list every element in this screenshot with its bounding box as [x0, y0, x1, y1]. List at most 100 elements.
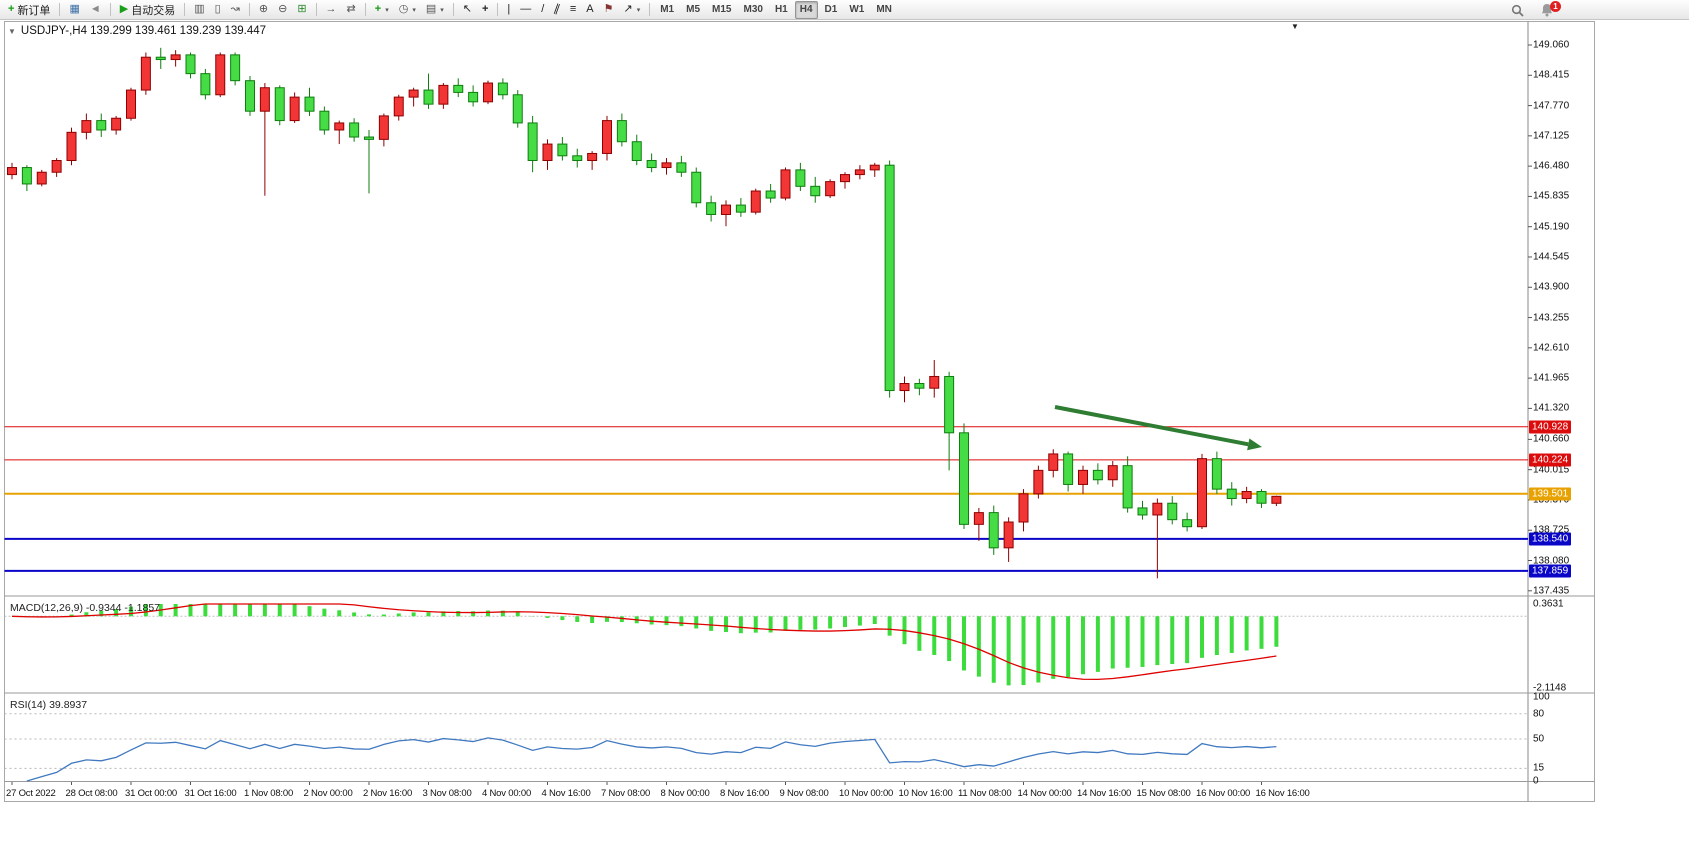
candle-body	[36, 171, 47, 185]
indicators-button[interactable]: + ▾	[371, 1, 393, 19]
zoom-in-button[interactable]: ⊕	[255, 1, 272, 19]
candle-body	[245, 80, 255, 112]
horizontal-line-button[interactable]: —	[516, 1, 535, 19]
template-button[interactable]: ▤ ▾	[422, 1, 448, 19]
chart-window-icon: ▦	[69, 3, 80, 15]
tf-m15[interactable]: M15	[707, 1, 736, 19]
tf-w1-label: W1	[849, 4, 865, 15]
candle-body	[973, 512, 984, 525]
candle-body	[706, 202, 717, 215]
horizontal-line-icon: —	[520, 3, 532, 15]
vertical-line-button[interactable]: |	[503, 1, 514, 19]
macd-title-text: MACD(12,26,9) -0.9344 -1.1857	[10, 602, 160, 614]
candle-body	[676, 162, 687, 173]
trend-arrow[interactable]	[1054, 405, 1249, 447]
candle-body	[616, 120, 627, 143]
text-button[interactable]: A	[582, 1, 597, 19]
dropdown-caret-icon: ▾	[636, 6, 641, 14]
tf-d1[interactable]: D1	[820, 1, 843, 19]
tf-h4-label: H4	[799, 4, 813, 15]
tf-m30[interactable]: M30	[738, 1, 767, 19]
crosshair-button[interactable]: +	[478, 1, 492, 19]
candle-body	[825, 181, 836, 197]
candle-body	[21, 167, 32, 185]
toolbar-separator	[364, 3, 366, 16]
tf-m5-label: M5	[686, 4, 701, 15]
clock-icon: ◷	[398, 3, 409, 15]
candle-body	[230, 54, 241, 82]
dropdown-caret-icon: ▾	[412, 6, 416, 14]
toolbar-separator	[497, 3, 499, 16]
chart-window-border	[4, 21, 1595, 802]
period-button[interactable]: ◷ ▾	[395, 1, 420, 19]
candle-body	[497, 82, 508, 96]
cursor-button[interactable]: ↖	[459, 1, 476, 19]
collapse-chart-icon[interactable]: ▼	[8, 26, 16, 36]
channel-button[interactable]: ∥	[550, 1, 564, 19]
candle-body	[572, 155, 583, 161]
bar-chart-button[interactable]: ▥	[190, 1, 208, 19]
toolbar-separator	[649, 3, 651, 16]
candle-body	[111, 117, 122, 131]
template-icon: ▤	[425, 3, 437, 15]
tf-h1[interactable]: H1	[770, 1, 793, 19]
candle-body	[1152, 502, 1163, 516]
zoom-out-icon: ⊖	[278, 3, 288, 15]
tile-windows-button[interactable]: ⊞	[293, 1, 310, 19]
candle-body	[721, 204, 731, 215]
tf-m30-label: M30	[743, 4, 763, 15]
trendline-button[interactable]: /	[537, 1, 548, 19]
shapes-button[interactable]: ↗ ▾	[619, 1, 644, 19]
candle-body	[810, 185, 821, 197]
tf-h4[interactable]: H4	[794, 0, 818, 19]
market-watch-button[interactable]: ▦	[65, 1, 83, 19]
trend-arrow-head-icon[interactable]	[1247, 438, 1262, 451]
candle-body	[66, 131, 77, 161]
candle-body	[170, 54, 181, 61]
zoom-out-button[interactable]: ⊖	[274, 1, 291, 19]
crosshair-icon: +	[481, 3, 489, 15]
line-chart-button[interactable]: ↝	[227, 1, 244, 19]
tf-w1[interactable]: W1	[844, 1, 869, 19]
tf-m1[interactable]: M1	[655, 1, 679, 19]
candle-body	[259, 87, 270, 112]
autotrading-button[interactable]: ▶ 自动交易	[116, 1, 179, 19]
tile-windows-icon: ⊞	[297, 3, 307, 15]
candle-body	[1092, 469, 1103, 481]
new-order-button-label: 新订单	[17, 4, 51, 17]
new-order-button[interactable]: + 新订单	[4, 1, 54, 19]
candle-body	[1211, 458, 1222, 490]
candle-body	[1197, 458, 1207, 528]
tf-mn[interactable]: MN	[871, 1, 897, 19]
candle-body	[1137, 507, 1148, 516]
toolbar-separator	[315, 3, 317, 16]
search-button[interactable]	[1507, 1, 1528, 19]
chart-shift-end-marker[interactable]: ▼	[1291, 22, 1299, 31]
dropdown-caret-icon: ▾	[440, 6, 444, 14]
label-button[interactable]: ⚑	[600, 1, 618, 19]
chart-ohlc-title: USDJPY-,H4 139.299 139.461 139.239 139.4…	[20, 25, 267, 37]
fibonacci-button[interactable]: ≡	[566, 1, 580, 19]
toolbar-separator	[248, 3, 250, 16]
candle-body	[126, 89, 136, 119]
autotrading-button-label: 自动交易	[131, 4, 176, 17]
cursor-icon: ↖	[462, 3, 472, 15]
zoom-in-icon: ⊕	[258, 3, 269, 15]
candle-body	[96, 120, 107, 131]
candle-body	[393, 96, 404, 117]
candle-body	[438, 84, 449, 105]
auto-scroll-button[interactable]: →	[322, 1, 341, 19]
candle-body	[1018, 493, 1029, 523]
notifications-button[interactable]: 1	[1536, 1, 1561, 19]
candle-body	[200, 73, 211, 96]
candle-body	[7, 167, 17, 176]
candlestick-button[interactable]: ▯	[211, 1, 225, 19]
candle-body	[1048, 453, 1059, 471]
chart-shift-button[interactable]: ⇄	[343, 1, 360, 19]
plus-doc-icon: +	[8, 3, 15, 15]
candlestick-icon: ▯	[214, 3, 221, 15]
alerts-button[interactable]: ◄	[86, 1, 105, 19]
tf-m5[interactable]: M5	[681, 1, 705, 19]
candle-body	[453, 84, 464, 93]
